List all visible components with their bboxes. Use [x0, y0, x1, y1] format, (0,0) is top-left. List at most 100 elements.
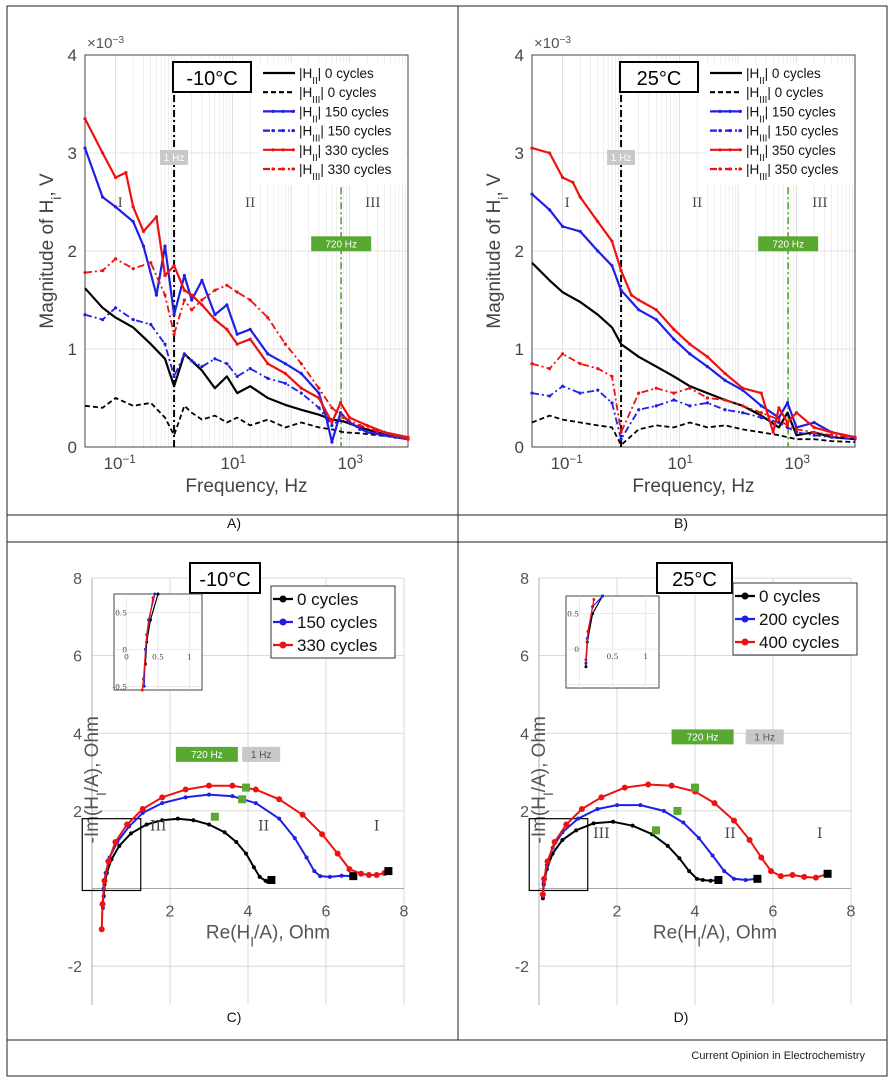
legend-entry: 0 cycles	[759, 587, 820, 606]
data-point	[672, 327, 676, 331]
data-point	[768, 868, 775, 875]
data-point	[732, 876, 736, 881]
legend-box	[706, 63, 853, 185]
x-tick-label: 6	[769, 904, 778, 921]
data-point	[591, 821, 596, 826]
data-point	[785, 423, 790, 428]
exponent-power: −3	[559, 35, 571, 46]
ylabel-text: -Im(H	[529, 796, 550, 843]
temperature-box	[619, 61, 699, 93]
data-point	[530, 362, 534, 366]
legend-entry: 400 cycles	[759, 633, 839, 652]
data-point	[530, 391, 534, 395]
temperature-label: -10°C	[186, 68, 237, 90]
data-point	[654, 386, 658, 390]
legend-swatch-point	[718, 167, 722, 171]
series-line-4	[84, 118, 409, 439]
data-point	[266, 352, 270, 356]
data-point	[654, 308, 658, 312]
legend-name: |H	[299, 124, 312, 139]
legend-swatch-point	[728, 148, 732, 152]
data-point	[172, 264, 176, 268]
marker-1hz-point	[823, 869, 832, 878]
marker-720hz-point	[210, 812, 219, 821]
data-point	[248, 298, 252, 302]
data-point	[206, 782, 212, 789]
data-point	[163, 293, 167, 297]
data-point	[190, 293, 194, 297]
ylabel-unit: , V	[37, 173, 58, 197]
legend-swatch-point	[281, 167, 285, 171]
data-point	[191, 818, 196, 823]
legend-name: |H	[746, 162, 759, 177]
data-point	[182, 273, 186, 278]
marker-1hz-badge	[745, 729, 784, 745]
tick-base: 10	[104, 454, 123, 473]
data-point	[163, 273, 167, 278]
data-point	[129, 831, 133, 836]
legend-name-sub: III	[312, 133, 320, 144]
x-tick-label: 101	[221, 454, 246, 473]
data-point	[213, 357, 217, 361]
data-point	[629, 293, 633, 297]
data-point	[722, 869, 727, 874]
data-point	[705, 401, 710, 405]
ylabel-suffix: /A), Ohm	[529, 716, 550, 792]
legend-name-sub: III	[759, 95, 767, 106]
data-point	[299, 811, 306, 818]
inset-y-tick: -0.5	[113, 682, 128, 691]
legend-entry: |HII| 330 cycles	[299, 143, 389, 164]
ylabel-text: Magnitude of H	[37, 200, 58, 329]
data-point	[248, 337, 252, 341]
legend-swatch-point	[281, 129, 285, 133]
series-line-0	[531, 262, 856, 441]
marker-720hz-badge	[758, 236, 819, 252]
legend-swatch-point	[741, 592, 749, 600]
x-axis-title: Frequency, Hz	[632, 476, 754, 497]
marker-1hz-point	[714, 876, 723, 885]
tick-base: 10	[785, 454, 804, 473]
data-point	[312, 869, 317, 874]
data-point	[812, 433, 816, 437]
inset-data-point	[153, 592, 157, 596]
zoom-box	[81, 818, 142, 892]
data-point	[723, 378, 727, 382]
data-point	[182, 288, 186, 292]
legend-name-sub: III	[759, 133, 767, 144]
y-tick-label: -2	[68, 959, 82, 976]
series-line-0	[541, 820, 719, 899]
data-point	[654, 318, 658, 322]
data-point	[365, 423, 369, 428]
legend-name-suffix: | 0 cycles	[318, 66, 374, 81]
data-point	[696, 836, 701, 841]
data-point	[759, 411, 763, 415]
data-point	[578, 195, 582, 199]
data-point	[304, 855, 309, 860]
legend-name-suffix: | 350 cycles	[767, 162, 838, 177]
tick-base: 10	[221, 454, 240, 473]
legend-swatch-point	[738, 109, 742, 113]
data-point	[229, 782, 236, 789]
y-tick-label: 1	[68, 340, 77, 359]
data-point	[277, 816, 282, 821]
data-point	[794, 427, 799, 431]
legend-entry: |HIII| 330 cycles	[299, 162, 392, 183]
data-point	[358, 870, 365, 877]
data-point	[339, 873, 344, 878]
temperature-label: -10°C	[199, 569, 250, 591]
ylabel-suffix: /A), Ohm	[82, 716, 103, 792]
marker-720hz-point	[652, 826, 660, 835]
data-point	[113, 306, 118, 310]
data-point	[610, 264, 614, 268]
data-point	[700, 878, 705, 883]
x-axis-title: Re(HI/A), Ohm	[206, 923, 330, 950]
legend-entry: 150 cycles	[297, 613, 377, 632]
data-point	[200, 298, 204, 302]
data-point	[771, 430, 775, 434]
data-point	[812, 430, 816, 434]
temperature-box	[656, 562, 733, 594]
region-label: I	[817, 826, 823, 842]
data-point	[621, 784, 628, 791]
